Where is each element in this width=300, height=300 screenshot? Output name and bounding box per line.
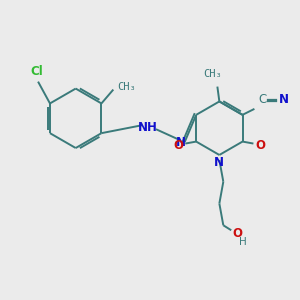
Text: N: N	[176, 136, 186, 148]
Text: N: N	[214, 156, 224, 169]
Text: CH₃: CH₃	[117, 82, 136, 92]
Text: Cl: Cl	[31, 65, 44, 78]
Text: O: O	[173, 139, 183, 152]
Text: NH: NH	[138, 121, 158, 134]
Text: N: N	[279, 94, 289, 106]
Text: C: C	[258, 94, 266, 106]
Text: CH₃: CH₃	[203, 69, 222, 79]
Text: O: O	[255, 139, 266, 152]
Text: O: O	[232, 227, 242, 240]
Text: H: H	[239, 237, 247, 247]
